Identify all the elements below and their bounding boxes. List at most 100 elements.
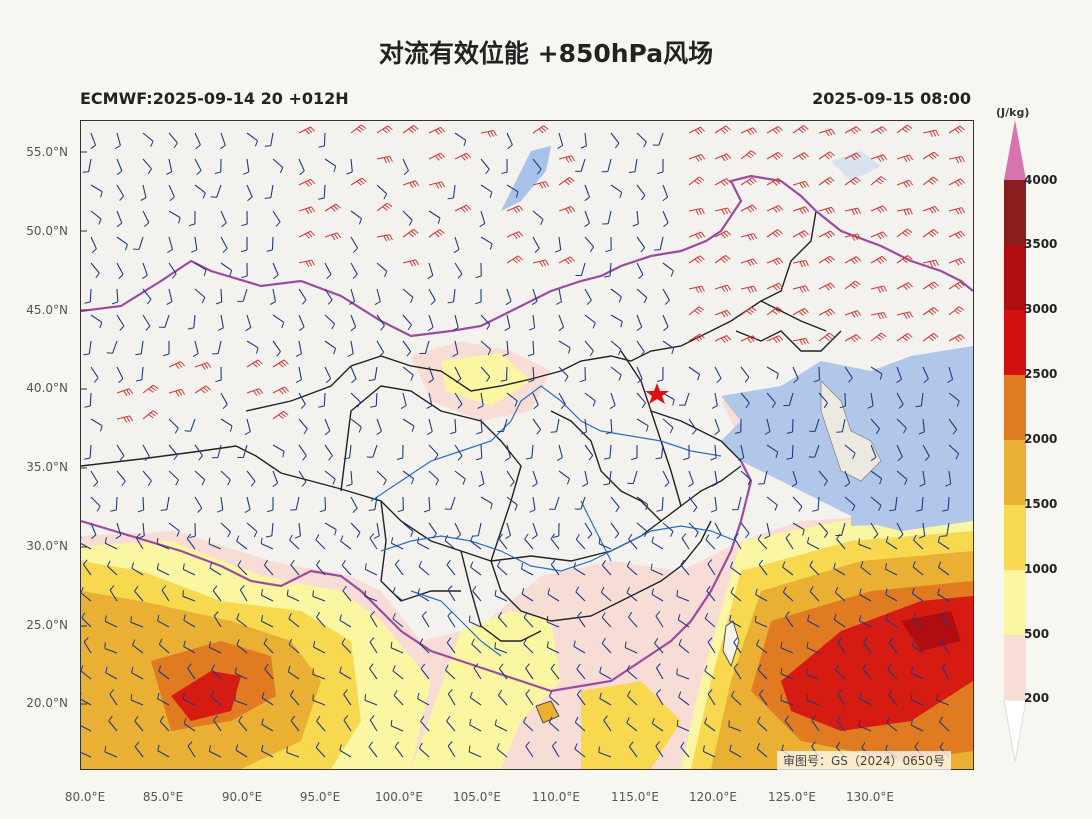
wind-barb-feather xyxy=(145,325,151,331)
wind-barb-feather xyxy=(805,260,809,267)
wind-barb xyxy=(142,288,152,300)
wind-barb-feather xyxy=(698,208,702,215)
wind-barb xyxy=(289,539,300,550)
wind-barb-feather xyxy=(339,666,342,673)
wind-barb-feather xyxy=(656,663,661,669)
wind-barb-feather xyxy=(177,362,183,368)
wind-barb-feather xyxy=(957,259,963,265)
wind-barb-feather xyxy=(505,457,511,462)
wind-barb-feather xyxy=(955,208,960,215)
wind-barb xyxy=(374,366,378,380)
wind-barb-feather xyxy=(216,509,223,513)
wind-barb-feather xyxy=(799,208,804,214)
wind-barb xyxy=(312,673,326,680)
wind-barb-feather xyxy=(188,223,196,227)
wind-barb xyxy=(183,619,196,628)
wind-barb xyxy=(402,229,414,238)
wind-barb-feather xyxy=(650,563,653,570)
wind-barb-feather xyxy=(417,692,420,699)
wind-barb xyxy=(818,392,828,404)
wind-barb-feather xyxy=(370,405,377,408)
wind-barb-feather xyxy=(564,180,570,186)
wind-barb-feather xyxy=(119,325,125,331)
lon-label: 110.0°E xyxy=(532,790,580,804)
wind-barb-feather xyxy=(173,454,178,461)
wind-barb-feather xyxy=(952,429,958,435)
wind-barb-feather xyxy=(556,457,563,462)
wind-barb xyxy=(236,540,248,550)
wind-barb-feather xyxy=(364,563,367,570)
wind-barb xyxy=(896,311,910,316)
wind-barb xyxy=(818,332,830,342)
wind-barb xyxy=(610,184,623,193)
wind-barb-feather xyxy=(600,586,605,593)
wind-barb-feather xyxy=(227,479,231,486)
wind-barb-feather xyxy=(777,126,783,132)
wind-barb-feather xyxy=(877,287,882,293)
wind-barb-feather xyxy=(140,197,147,201)
wind-barb-feather xyxy=(655,611,661,617)
map-area[interactable] xyxy=(80,120,974,770)
wind-barb-feather xyxy=(229,270,233,277)
wind-barb xyxy=(88,340,92,354)
wind-barb xyxy=(235,749,248,758)
wind-barb-feather xyxy=(749,179,755,184)
wind-barb xyxy=(368,746,378,758)
wind-barb xyxy=(844,126,857,134)
wind-barb xyxy=(600,591,612,602)
wind-barb-feather xyxy=(186,533,192,539)
wind-barb xyxy=(350,418,362,428)
wind-barb-feather xyxy=(487,131,491,138)
wind-barb-feather xyxy=(423,509,430,513)
wind-barb xyxy=(780,647,794,654)
wind-barb-feather xyxy=(312,668,314,675)
wind-barb xyxy=(532,158,542,170)
wind-barb xyxy=(740,177,753,186)
beijing-star-marker[interactable] xyxy=(645,383,669,404)
wind-barb xyxy=(788,392,794,406)
wind-barb-feather xyxy=(261,744,264,752)
wind-barb xyxy=(844,152,857,160)
wind-barb xyxy=(138,236,144,250)
wind-barb-feather xyxy=(772,310,778,315)
wind-barb-feather xyxy=(579,379,586,383)
wind-barb-feather xyxy=(457,273,463,279)
wind-barb-feather xyxy=(331,323,336,330)
wind-barb-feather xyxy=(121,480,126,487)
wind-barb xyxy=(655,667,664,680)
wind-barb xyxy=(480,314,491,325)
hainan-island xyxy=(535,700,560,724)
wind-barb xyxy=(343,719,352,732)
wind-barb-feather xyxy=(906,228,913,234)
wind-barb xyxy=(402,158,409,172)
wind-barb-feather xyxy=(182,563,185,570)
wind-barb xyxy=(948,281,961,290)
wind-barb xyxy=(506,496,518,506)
colorbar-segment xyxy=(1004,245,1026,310)
wind-barb xyxy=(598,751,612,758)
wind-barb xyxy=(940,642,950,654)
wind-barb xyxy=(704,618,716,628)
wind-barb xyxy=(922,522,926,536)
wind-barb xyxy=(714,153,728,160)
wind-barb-feather xyxy=(907,255,913,260)
wind-barb-feather xyxy=(343,689,348,695)
wind-barb-feather xyxy=(960,231,966,237)
wind-barb xyxy=(290,564,300,576)
wind-barb-feather xyxy=(663,326,669,332)
wind-barb xyxy=(116,314,125,327)
wind-barb-feather xyxy=(203,387,209,392)
wind-barb-feather xyxy=(370,611,375,617)
wind-barb xyxy=(220,470,231,481)
wind-barb-feather xyxy=(775,127,781,133)
wind-barb-feather xyxy=(833,613,837,620)
wind-barb xyxy=(792,366,799,380)
wind-barb-feather xyxy=(588,455,594,461)
wind-barb-feather xyxy=(701,208,705,215)
wind-barb-feather xyxy=(873,533,879,539)
wind-barb-feather xyxy=(313,641,316,648)
wind-barb-feather xyxy=(957,179,963,186)
wind-barb xyxy=(580,262,586,276)
wind-barb xyxy=(870,126,883,134)
wind-barb-feather xyxy=(126,389,131,395)
